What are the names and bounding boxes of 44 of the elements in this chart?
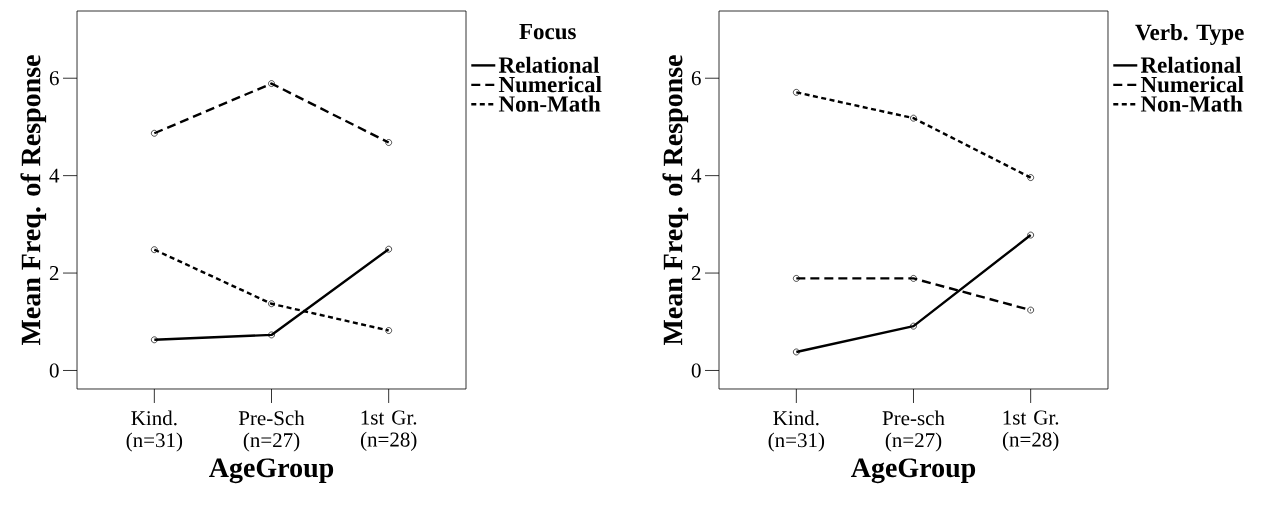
legend-title: Focus: [519, 23, 576, 40]
point: [268, 80, 275, 87]
point: [385, 139, 393, 146]
point: [150, 336, 158, 344]
point: [150, 246, 158, 254]
point: [792, 348, 800, 356]
point: [792, 89, 800, 96]
y-tick-label: 4: [691, 168, 702, 183]
legend-label: Non-Math: [1140, 95, 1243, 112]
x-tick-label: Pre-sch (n=27): [882, 410, 945, 452]
point: [150, 129, 158, 137]
x-tick-label: 1st Gr. (n=28): [360, 410, 417, 451]
x-axis-title: AgeGroup: [851, 458, 976, 484]
x-tick-label: Kind. (n=31): [768, 410, 825, 452]
point: [385, 245, 393, 253]
legend-label: Numerical: [498, 76, 602, 93]
point: [792, 275, 800, 282]
y-axis-title: Mean Freq. of Response: [20, 55, 47, 346]
point: [385, 327, 393, 334]
x-tick-label: 1st Gr. (n=28): [1002, 410, 1059, 451]
point: [1027, 306, 1035, 314]
point: [910, 275, 917, 282]
y-tick-label: 0: [49, 363, 59, 378]
y-tick-label: 0: [691, 363, 701, 378]
y-axis-title: Mean Freq. of Response: [662, 55, 689, 346]
point: [910, 114, 917, 122]
y-tick-label: 4: [49, 168, 60, 183]
x-tick-label: Pre-Sch (n=27): [238, 410, 305, 452]
x-axis-title: AgeGroup: [209, 458, 334, 484]
x-tick-label: Kind. (n=31): [126, 410, 183, 452]
point: [1027, 231, 1035, 239]
point: [910, 322, 917, 330]
y-tick-label: 2: [49, 266, 59, 281]
legend-label: Numerical: [1140, 76, 1244, 93]
y-tick-label: 6: [691, 71, 701, 86]
legend-label: Non-Math: [498, 95, 601, 112]
point: [1027, 174, 1035, 181]
legend-title: Verb. Type: [1135, 23, 1244, 45]
y-tick-label: 6: [49, 71, 59, 86]
point: [268, 300, 275, 308]
legend-label: Relational: [1140, 56, 1242, 73]
y-tick-label: 2: [691, 266, 701, 281]
point: [268, 331, 275, 339]
legend-label: Relational: [498, 56, 600, 73]
